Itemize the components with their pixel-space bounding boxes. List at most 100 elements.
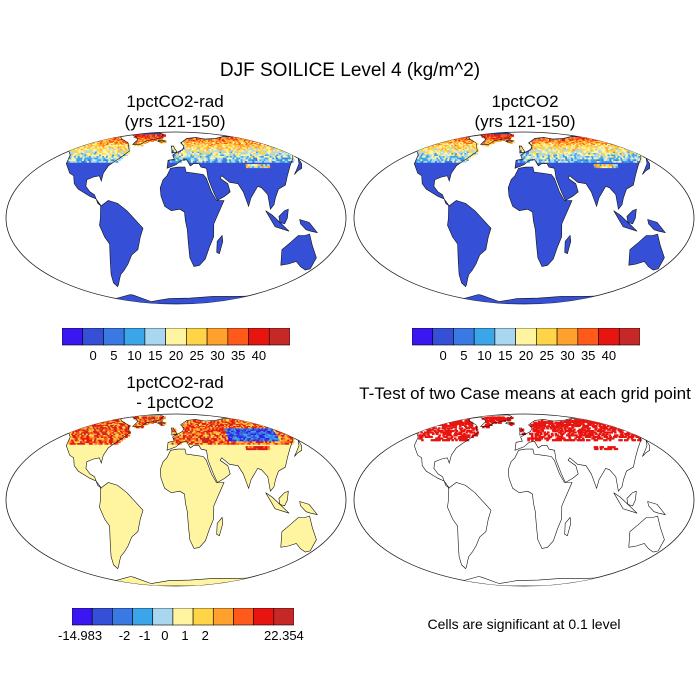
coastline-japan	[642, 439, 651, 457]
colorbar-tick-label: 30	[560, 348, 575, 363]
land-borneo	[626, 209, 637, 224]
colorbar-box	[515, 328, 537, 346]
colorbar-tick-label: 2	[201, 628, 209, 643]
land-madagascar	[564, 235, 571, 254]
coastline-madagascar	[564, 516, 572, 537]
map-panel-1pctco2-rad	[5, 131, 347, 305]
panel-4-title-line1: T-Test of two Case means at each grid po…	[359, 384, 691, 403]
coastline-new-guinea	[647, 219, 667, 234]
colorbar-tick-label: -2	[118, 628, 131, 643]
land-africa	[160, 449, 224, 549]
coastline-iceland	[157, 421, 167, 425]
colorbar-box	[62, 328, 84, 346]
colorbar-box	[206, 328, 229, 346]
colorbar-box	[248, 328, 270, 346]
colorbar-box	[112, 608, 133, 626]
colorbar-box	[72, 608, 93, 626]
coastline-new-guinea	[299, 219, 319, 234]
colorbar-box	[192, 608, 214, 626]
coastline-uk	[170, 427, 178, 436]
colorbar-box	[172, 608, 194, 626]
coastline-greenland	[478, 132, 513, 145]
panel-2-title: 1pctCO2 (yrs 121-150)	[370, 92, 680, 132]
coastline-japan	[294, 439, 303, 457]
colorbar-tick-label: 40	[601, 348, 617, 363]
panel-1-title: 1pctCO2-rad (yrs 121-150)	[20, 92, 330, 132]
land-south-america	[447, 200, 491, 287]
land-new-guinea	[299, 219, 318, 233]
colorbar-tick-label: 35	[580, 348, 596, 363]
coastline-new-guinea	[299, 501, 319, 516]
colorbar-panel-1-labels: 0 5 10 15 20 25 30 35 40	[62, 346, 290, 364]
coastline-uk	[170, 145, 178, 154]
colorbar-box	[82, 328, 104, 346]
coastline-australia	[280, 233, 317, 271]
coastline-south-america	[99, 482, 144, 570]
coastline-australia	[628, 515, 665, 553]
colorbar-tick-label: -14.983	[58, 628, 103, 643]
map-panel-ttest	[353, 413, 695, 587]
colorbar-tick-label: 20	[168, 348, 184, 363]
colorbar-tick-label: 35	[230, 348, 246, 363]
colorbar-tick-label: -1	[138, 628, 151, 643]
colorbar-box	[253, 608, 275, 626]
coastline-australia	[280, 515, 317, 553]
colorbar-tick-label: 25	[539, 348, 554, 363]
coastline-eurasia	[166, 416, 317, 492]
land-indonesia	[265, 492, 290, 514]
coastline-indonesia	[265, 210, 290, 232]
colorbar-box	[577, 328, 599, 346]
colorbar-box	[473, 328, 496, 346]
colorbar-tick-label: 1	[181, 628, 189, 643]
coastline-africa	[507, 448, 573, 549]
colorbar-box	[227, 328, 249, 346]
colorbar-box	[123, 328, 146, 346]
panel-1-title-line2: (yrs 121-150)	[124, 112, 226, 131]
map-panel-1pctco2	[353, 131, 695, 305]
colorbar-box	[412, 328, 434, 346]
colorbar-box	[268, 328, 290, 346]
colorbar-tick-label: 10	[127, 348, 142, 363]
land-australia	[280, 516, 317, 553]
panel-1-title-line1: 1pctCO2-rad	[126, 92, 224, 111]
colorbar-tick-label: 40	[251, 348, 267, 363]
land-south-america	[99, 200, 143, 287]
coastline-greenland	[478, 414, 513, 427]
coastline-south-america	[447, 482, 492, 570]
map-panel-difference	[5, 413, 347, 587]
coastline-borneo	[278, 490, 289, 507]
colorbar-box	[132, 608, 154, 626]
coastline-indonesia	[265, 492, 290, 514]
coastline-iceland	[157, 139, 167, 143]
colorbar-tick-label: 5	[110, 348, 118, 363]
coastline-madagascar	[216, 234, 224, 255]
colorbar-box	[556, 328, 579, 346]
land-australia	[280, 234, 317, 271]
figure-title: DJF SOILICE Level 4 (kg/m^2)	[219, 60, 481, 81]
colorbar-box	[618, 328, 640, 346]
land-australia	[628, 234, 665, 271]
colorbar-box	[432, 328, 454, 346]
coastline-new-zealand	[667, 548, 684, 562]
land-indonesia	[265, 210, 290, 232]
colorbar-box	[233, 608, 254, 626]
coastline-new-zealand	[667, 266, 684, 280]
coastline-iceland	[505, 139, 515, 143]
colorbar-tick-label: 15	[498, 348, 513, 363]
colorbar-tick-label: 30	[210, 348, 225, 363]
land-new-zealand	[667, 266, 683, 279]
land-australia	[628, 516, 665, 553]
colorbar-tick-label: 22.354	[264, 628, 304, 643]
colorbar-difference	[72, 608, 294, 626]
colorbar-box	[494, 328, 516, 346]
coastline-south-america	[99, 200, 144, 288]
land-new-zealand	[667, 548, 683, 561]
land-madagascar	[564, 517, 571, 536]
colorbar-tick-label: 0	[439, 348, 447, 363]
coastline-australia	[628, 233, 665, 271]
land-new-guinea	[647, 501, 666, 515]
colorbar-tick-label: 10	[477, 348, 492, 363]
coastline-uk	[518, 427, 526, 436]
coastline-africa	[159, 166, 225, 267]
colorbar-box	[273, 608, 294, 626]
